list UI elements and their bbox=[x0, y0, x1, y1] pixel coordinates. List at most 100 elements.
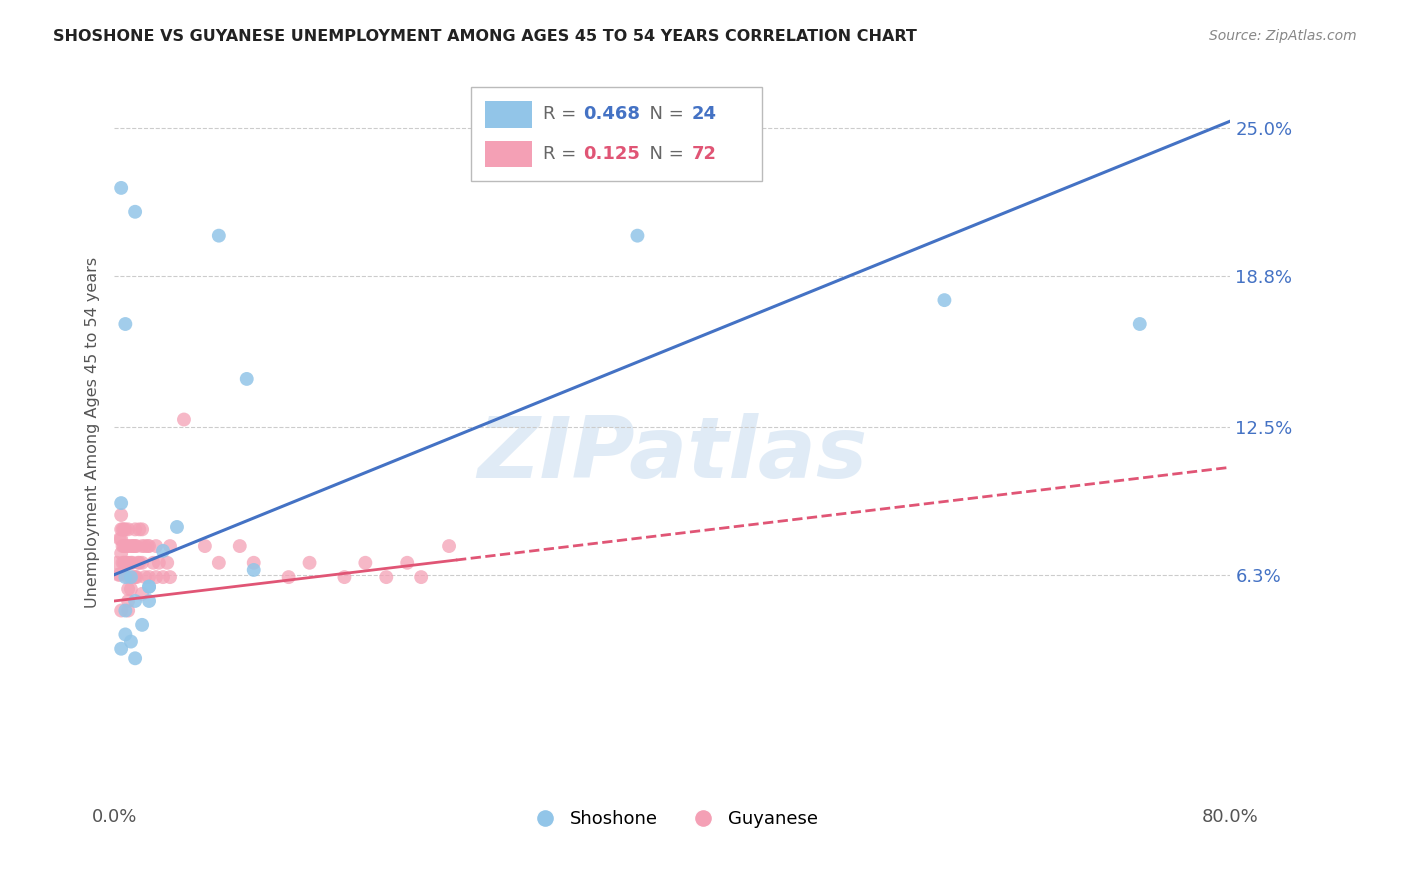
Point bbox=[235, 372, 257, 386]
Point bbox=[115, 556, 138, 570]
Point bbox=[111, 539, 134, 553]
Point bbox=[117, 570, 139, 584]
Text: 72: 72 bbox=[692, 145, 716, 162]
Point bbox=[159, 570, 181, 584]
Point bbox=[114, 317, 136, 331]
Point bbox=[208, 556, 231, 570]
Point bbox=[125, 539, 148, 553]
Point bbox=[136, 539, 159, 553]
Point bbox=[110, 532, 132, 546]
Text: R =: R = bbox=[543, 105, 582, 123]
Point bbox=[125, 570, 148, 584]
Point bbox=[120, 556, 142, 570]
Point bbox=[138, 539, 160, 553]
Point bbox=[142, 556, 165, 570]
Point bbox=[110, 603, 132, 617]
Point bbox=[138, 594, 160, 608]
Point bbox=[117, 603, 139, 617]
Point bbox=[166, 520, 188, 534]
Point bbox=[437, 539, 460, 553]
Point bbox=[110, 546, 132, 560]
Point bbox=[121, 539, 143, 553]
Point bbox=[411, 570, 433, 584]
Point bbox=[152, 570, 174, 584]
Point bbox=[110, 522, 132, 536]
Point bbox=[229, 539, 252, 553]
Point bbox=[124, 594, 146, 608]
Text: 24: 24 bbox=[692, 105, 716, 123]
FancyBboxPatch shape bbox=[471, 87, 762, 181]
Point bbox=[111, 522, 134, 536]
Point bbox=[152, 544, 174, 558]
Point bbox=[120, 634, 142, 648]
Point bbox=[138, 580, 160, 594]
Point bbox=[117, 594, 139, 608]
Point bbox=[208, 228, 231, 243]
Point bbox=[107, 567, 129, 582]
Point bbox=[124, 204, 146, 219]
Text: 0.125: 0.125 bbox=[583, 145, 640, 162]
Point bbox=[111, 556, 134, 570]
Point bbox=[131, 522, 153, 536]
Point bbox=[112, 522, 135, 536]
Point bbox=[117, 556, 139, 570]
Point bbox=[138, 580, 160, 594]
Point bbox=[114, 627, 136, 641]
Point bbox=[128, 522, 150, 536]
Point bbox=[934, 293, 956, 307]
Point bbox=[134, 570, 156, 584]
Point bbox=[138, 570, 160, 584]
Point bbox=[110, 508, 132, 522]
Point bbox=[110, 496, 132, 510]
Point bbox=[124, 539, 146, 553]
Point bbox=[121, 556, 143, 570]
Point bbox=[114, 603, 136, 617]
Point bbox=[626, 228, 648, 243]
Point bbox=[114, 522, 136, 536]
Text: SHOSHONE VS GUYANESE UNEMPLOYMENT AMONG AGES 45 TO 54 YEARS CORRELATION CHART: SHOSHONE VS GUYANESE UNEMPLOYMENT AMONG … bbox=[53, 29, 917, 44]
Point bbox=[117, 522, 139, 536]
Point bbox=[298, 556, 321, 570]
Point bbox=[105, 556, 128, 570]
Point bbox=[134, 539, 156, 553]
Point bbox=[1129, 317, 1152, 331]
Point bbox=[242, 556, 264, 570]
Point bbox=[148, 556, 170, 570]
FancyBboxPatch shape bbox=[485, 141, 531, 167]
Point bbox=[112, 539, 135, 553]
Point bbox=[117, 539, 139, 553]
Text: N =: N = bbox=[638, 105, 689, 123]
Point bbox=[333, 570, 356, 584]
Point bbox=[127, 556, 149, 570]
Point bbox=[120, 539, 142, 553]
Point bbox=[122, 539, 145, 553]
Point bbox=[145, 539, 167, 553]
Point bbox=[131, 587, 153, 601]
Point bbox=[114, 556, 136, 570]
Legend: Shoshone, Guyanese: Shoshone, Guyanese bbox=[519, 803, 825, 835]
Point bbox=[156, 556, 179, 570]
Point bbox=[128, 556, 150, 570]
Point bbox=[131, 618, 153, 632]
Point bbox=[120, 570, 142, 584]
Point bbox=[124, 651, 146, 665]
Point bbox=[159, 539, 181, 553]
Point bbox=[131, 556, 153, 570]
Point bbox=[112, 556, 135, 570]
Point bbox=[173, 412, 195, 426]
Text: Source: ZipAtlas.com: Source: ZipAtlas.com bbox=[1209, 29, 1357, 43]
Point bbox=[194, 539, 217, 553]
Point bbox=[145, 570, 167, 584]
Point bbox=[354, 556, 377, 570]
Point bbox=[110, 641, 132, 656]
Point bbox=[131, 539, 153, 553]
Y-axis label: Unemployment Among Ages 45 to 54 years: Unemployment Among Ages 45 to 54 years bbox=[86, 257, 100, 608]
Point bbox=[375, 570, 398, 584]
Point bbox=[108, 567, 131, 582]
Point bbox=[124, 522, 146, 536]
Point bbox=[242, 563, 264, 577]
Point bbox=[277, 570, 299, 584]
Point bbox=[110, 181, 132, 195]
Text: 0.468: 0.468 bbox=[583, 105, 640, 123]
Point bbox=[396, 556, 419, 570]
